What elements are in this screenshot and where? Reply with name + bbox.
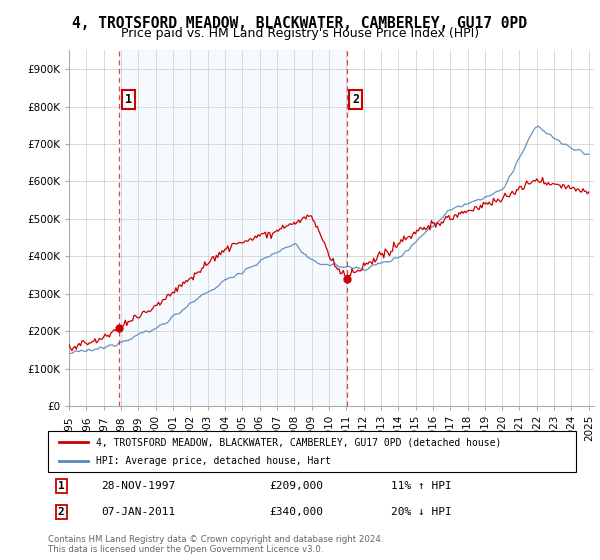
Text: 4, TROTSFORD MEADOW, BLACKWATER, CAMBERLEY, GU17 0PD: 4, TROTSFORD MEADOW, BLACKWATER, CAMBERL… — [73, 16, 527, 31]
Text: 11% ↑ HPI: 11% ↑ HPI — [391, 481, 452, 491]
Text: 07-JAN-2011: 07-JAN-2011 — [101, 507, 175, 517]
Text: £209,000: £209,000 — [270, 481, 324, 491]
Text: 1: 1 — [58, 481, 65, 491]
Bar — [119, 50, 347, 406]
Text: £340,000: £340,000 — [270, 507, 324, 517]
Text: 2: 2 — [58, 507, 65, 517]
Text: Contains HM Land Registry data © Crown copyright and database right 2024.
This d: Contains HM Land Registry data © Crown c… — [48, 535, 383, 554]
Text: Price paid vs. HM Land Registry's House Price Index (HPI): Price paid vs. HM Land Registry's House … — [121, 27, 479, 40]
Text: 28-NOV-1997: 28-NOV-1997 — [101, 481, 175, 491]
Text: HPI: Average price, detached house, Hart: HPI: Average price, detached house, Hart — [95, 456, 331, 466]
Text: 2: 2 — [352, 92, 359, 106]
Text: 1: 1 — [125, 92, 132, 106]
Text: 4, TROTSFORD MEADOW, BLACKWATER, CAMBERLEY, GU17 0PD (detached house): 4, TROTSFORD MEADOW, BLACKWATER, CAMBERL… — [95, 437, 501, 447]
Text: 20% ↓ HPI: 20% ↓ HPI — [391, 507, 452, 517]
